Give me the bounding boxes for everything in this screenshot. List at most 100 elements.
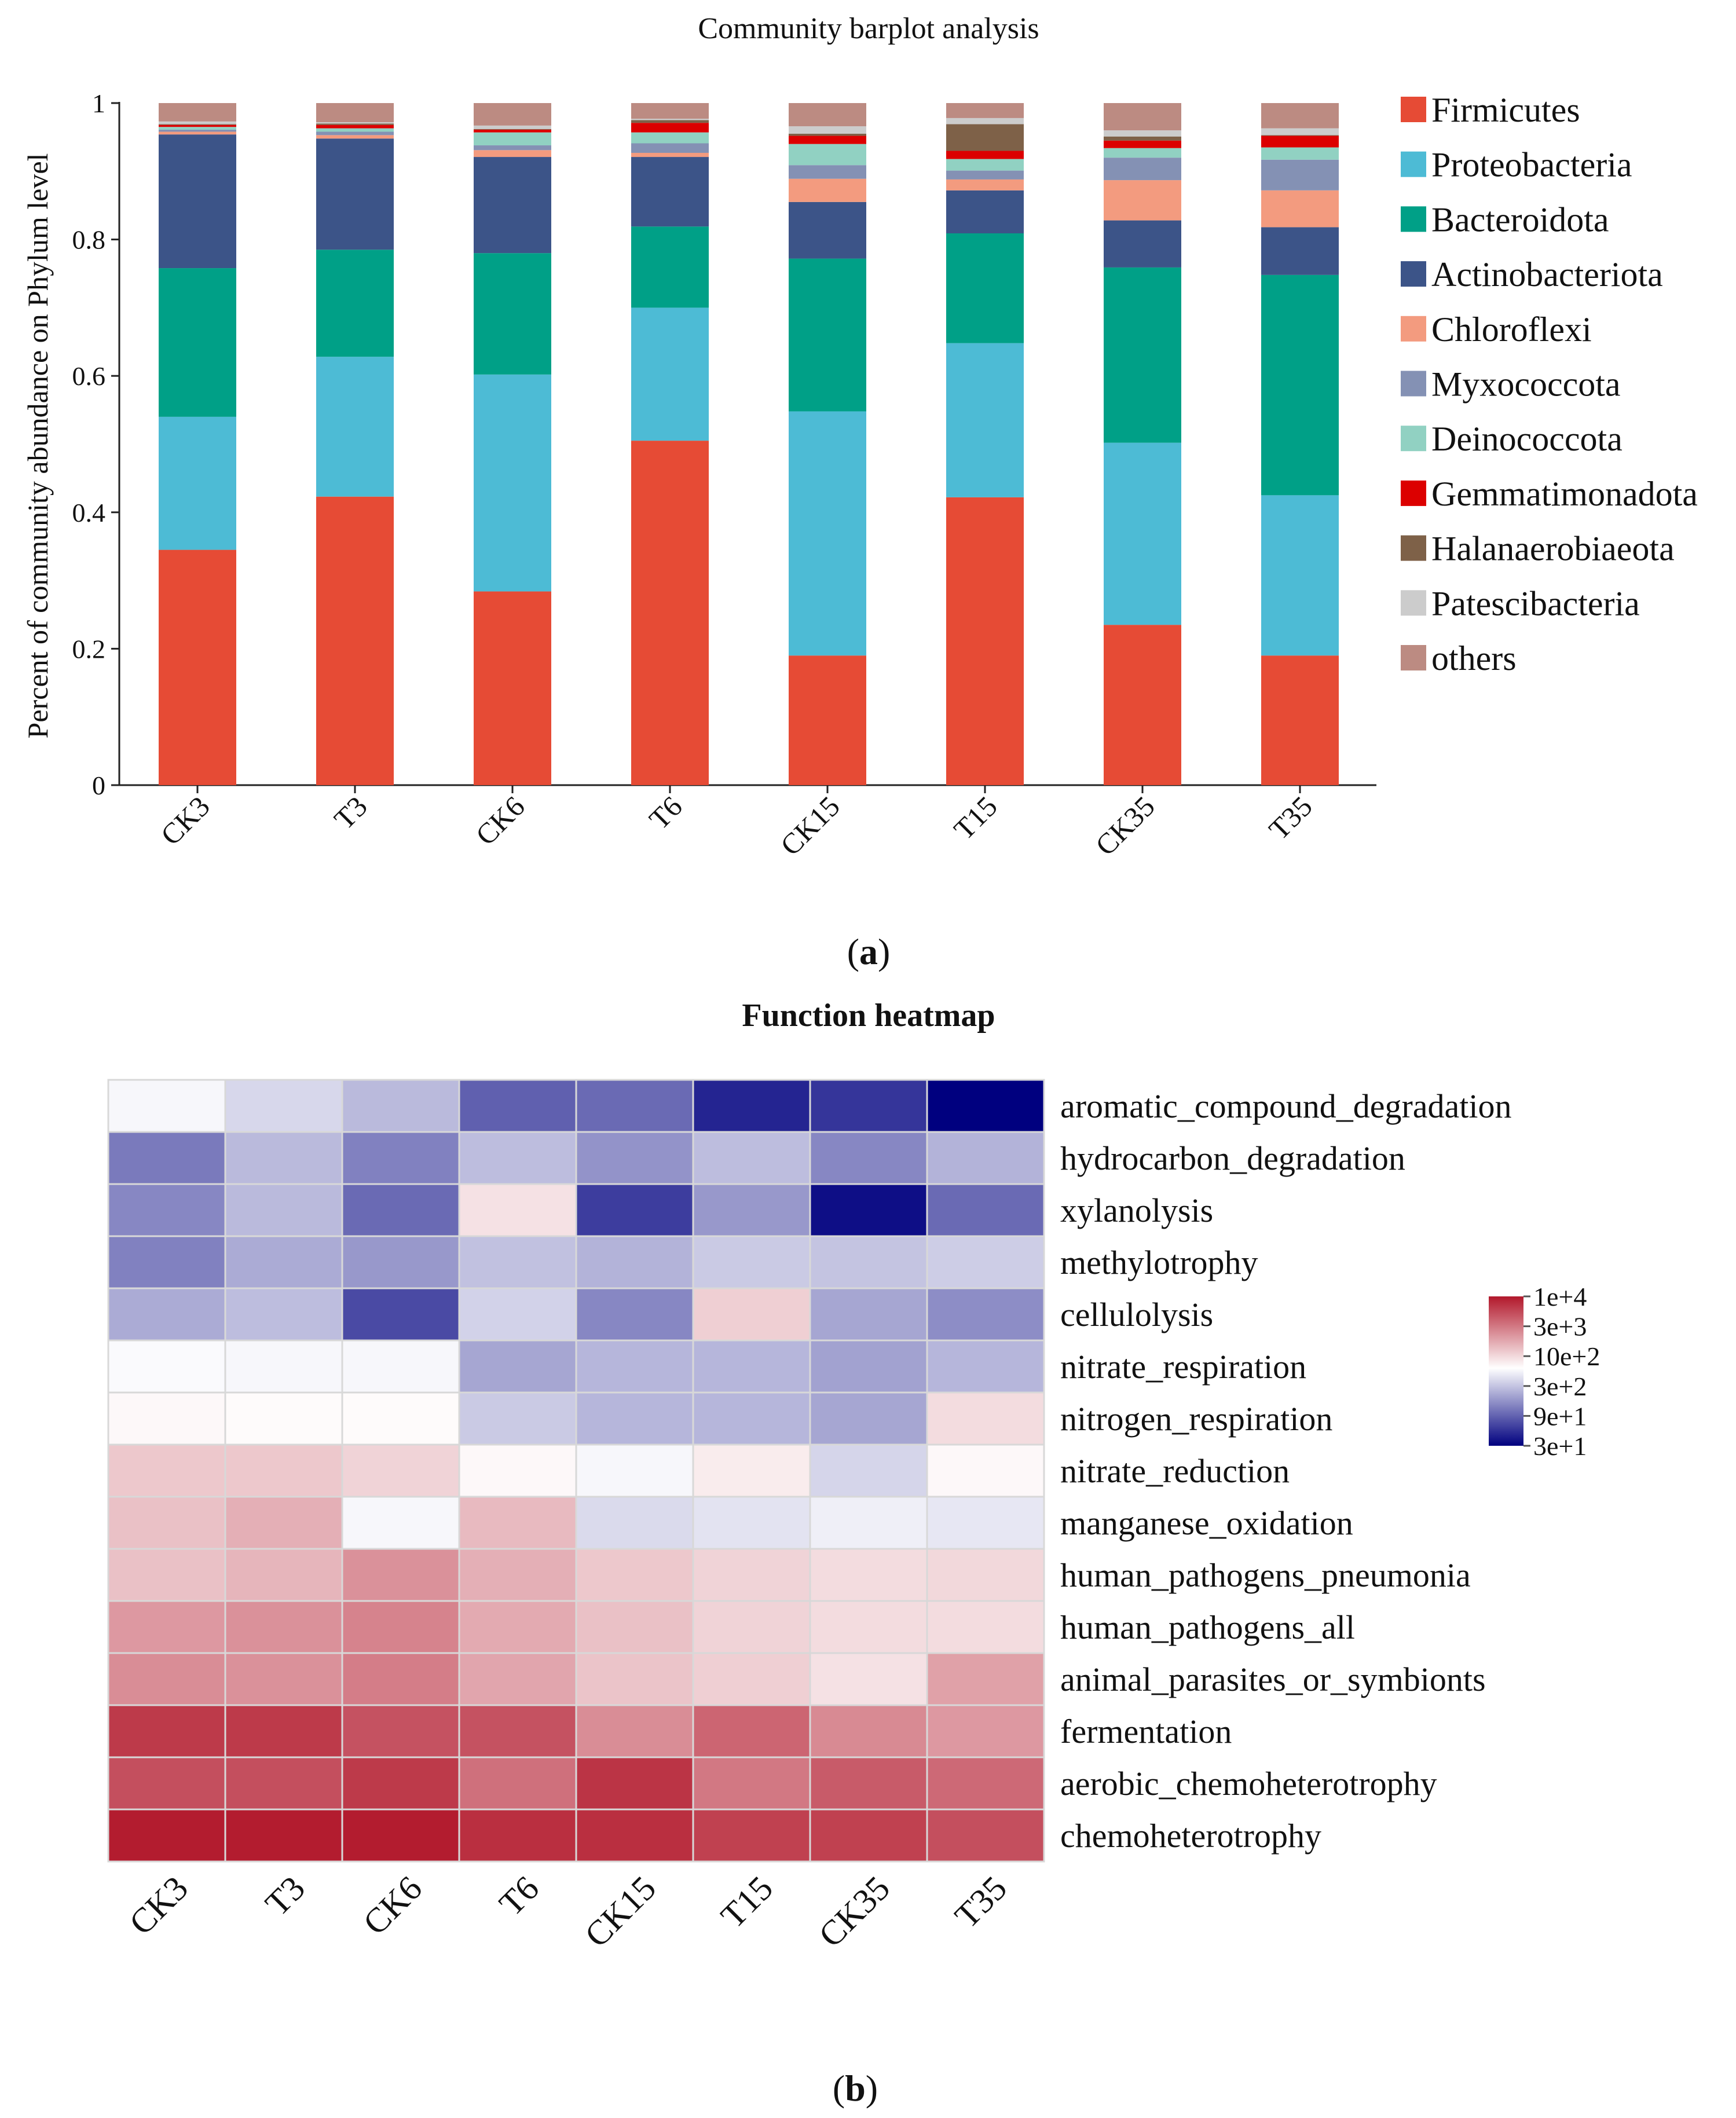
barplot-panel: Community barplot analysis Percent of co… [21, 12, 1698, 972]
heatmap-cell [458, 1496, 577, 1550]
heatmap-cell [809, 1548, 928, 1602]
legend-item: Halanaerobiaeota [1401, 530, 1675, 568]
bar-segment-halanaerobiaeota [159, 124, 236, 125]
heatmap-cell [107, 1079, 226, 1133]
legend-item: Patescibacteria [1401, 584, 1640, 622]
heatmap-cell [458, 1235, 577, 1289]
bar-segment-bacteroidota [474, 253, 551, 375]
heatmap-cell [926, 1443, 1045, 1498]
heatmap-cell [692, 1183, 811, 1237]
bar-segment-bacteroidota [159, 268, 236, 417]
colorbar-tick-label: 3e+2 [1533, 1372, 1587, 1401]
bar-segment-proteobacteria [316, 357, 394, 497]
heatmap-cell [107, 1496, 226, 1550]
heatmap-cell [341, 1131, 460, 1185]
bar-segment-deinococcota [946, 159, 1024, 171]
legend-item: Actinobacteriota [1401, 255, 1663, 294]
legend-label: Myxococcota [1431, 365, 1621, 404]
heatmap-cell [809, 1652, 928, 1706]
heatmap-cell [224, 1600, 343, 1654]
bar-segment-gemmatimonadota [1261, 135, 1339, 148]
legend-item: Bacteroidota [1401, 200, 1609, 239]
bar-segment-proteobacteria [1104, 442, 1181, 625]
bar-segment-proteobacteria [946, 343, 1024, 497]
heatmap-cell [458, 1443, 577, 1498]
colorbar-tick-label: 10e+2 [1533, 1342, 1600, 1371]
heatmap-row-label: human_pathogens_all [1060, 1608, 1355, 1646]
heatmap-panel: Function heatmap aromatic_compound_degra… [107, 998, 1600, 2109]
bar-segment-myxococcota [631, 143, 709, 153]
heatmap-cell [107, 1808, 226, 1863]
x-tick-label: CK35 [1089, 790, 1161, 862]
bar-segment-bacteroidota [1261, 274, 1339, 496]
legend-item: Myxococcota [1401, 365, 1621, 404]
legend-label: Gemmatimonadota [1431, 475, 1698, 513]
bar-segment-firmicutes [1261, 655, 1339, 785]
bar-segment-gemmatimonadota [316, 124, 394, 129]
heatmap-cell [575, 1548, 694, 1602]
heatmap-row-label: methylotrophy [1060, 1244, 1258, 1281]
bar-segment-halanaerobiaeota [631, 120, 709, 123]
heatmap-row-label: nitrogen_respiration [1060, 1400, 1332, 1438]
bar-segment-chloroflexi [474, 150, 551, 157]
bar-segment-chloroflexi [1261, 190, 1339, 228]
heatmap-cell [575, 1339, 694, 1394]
heatmap-cell [926, 1183, 1045, 1237]
bar-segment-myxococcota [1261, 159, 1339, 190]
bar-segment-deinococcota [316, 128, 394, 132]
heatmap-cell [224, 1756, 343, 1811]
heatmap-cell [575, 1600, 694, 1654]
heatmap-cell [107, 1600, 226, 1654]
heatmap-cell [575, 1808, 694, 1863]
heatmap-cell [926, 1339, 1045, 1394]
bar-segment-gemmatimonadota [474, 129, 551, 133]
bar-segment-bacteroidota [316, 250, 394, 357]
bar-segment-actinobacteriota [1261, 227, 1339, 275]
heatmap-cell [224, 1548, 343, 1602]
heatmap-cell [458, 1808, 577, 1863]
x-tick-label: T35 [1262, 790, 1319, 846]
bar-segment-others [1261, 103, 1339, 129]
heatmap-cell [224, 1391, 343, 1446]
heatmap-cell [224, 1339, 343, 1394]
heatmap-row-label: nitrate_respiration [1060, 1348, 1306, 1386]
heatmap-cell [809, 1079, 928, 1133]
bar-segment-myxococcota [789, 165, 866, 179]
bar-segment-chloroflexi [159, 131, 236, 135]
y-tick-label: 0 [92, 771, 105, 800]
heatmap-cell [926, 1704, 1045, 1758]
legend-label: Patescibacteria [1431, 584, 1640, 622]
heatmap-col-label: CK35 [811, 1869, 897, 1955]
heatmap-title: Function heatmap [742, 998, 995, 1034]
heatmap-cell [575, 1183, 694, 1237]
heatmap-cell [107, 1756, 226, 1811]
heatmap-cell [458, 1339, 577, 1394]
heatmap-col-label: CK6 [356, 1869, 429, 1943]
heatmap-cell [458, 1600, 577, 1654]
legend-item: Firmicutes [1401, 91, 1580, 129]
bar-segment-others [159, 103, 236, 122]
heatmap-cell [809, 1443, 928, 1498]
x-tick-label: CK3 [154, 790, 215, 851]
bar-segment-firmicutes [946, 497, 1024, 785]
heatmap-cell [575, 1756, 694, 1811]
legend-swatch [1401, 97, 1426, 122]
heatmap-cell [341, 1652, 460, 1706]
heatmap-cell [458, 1391, 577, 1446]
heatmap-cell [224, 1287, 343, 1342]
legend-label: Bacteroidota [1431, 200, 1609, 239]
legend-swatch [1401, 151, 1426, 177]
bar-segment-deinococcota [1261, 147, 1339, 160]
heatmap-cell [341, 1287, 460, 1342]
bar-segment-firmicutes [159, 549, 236, 785]
heatmap-cell [926, 1079, 1045, 1133]
heatmap-cell [575, 1079, 694, 1133]
legend-item: Chloroflexi [1401, 310, 1592, 349]
heatmap-cell [107, 1131, 226, 1185]
bar-segment-actinobacteriota [474, 157, 551, 254]
heatmap-cell [692, 1391, 811, 1446]
heatmap-cell [926, 1131, 1045, 1185]
bar-segment-others [474, 103, 551, 126]
heatmap-cell [224, 1079, 343, 1133]
heatmap-cell [224, 1808, 343, 1863]
